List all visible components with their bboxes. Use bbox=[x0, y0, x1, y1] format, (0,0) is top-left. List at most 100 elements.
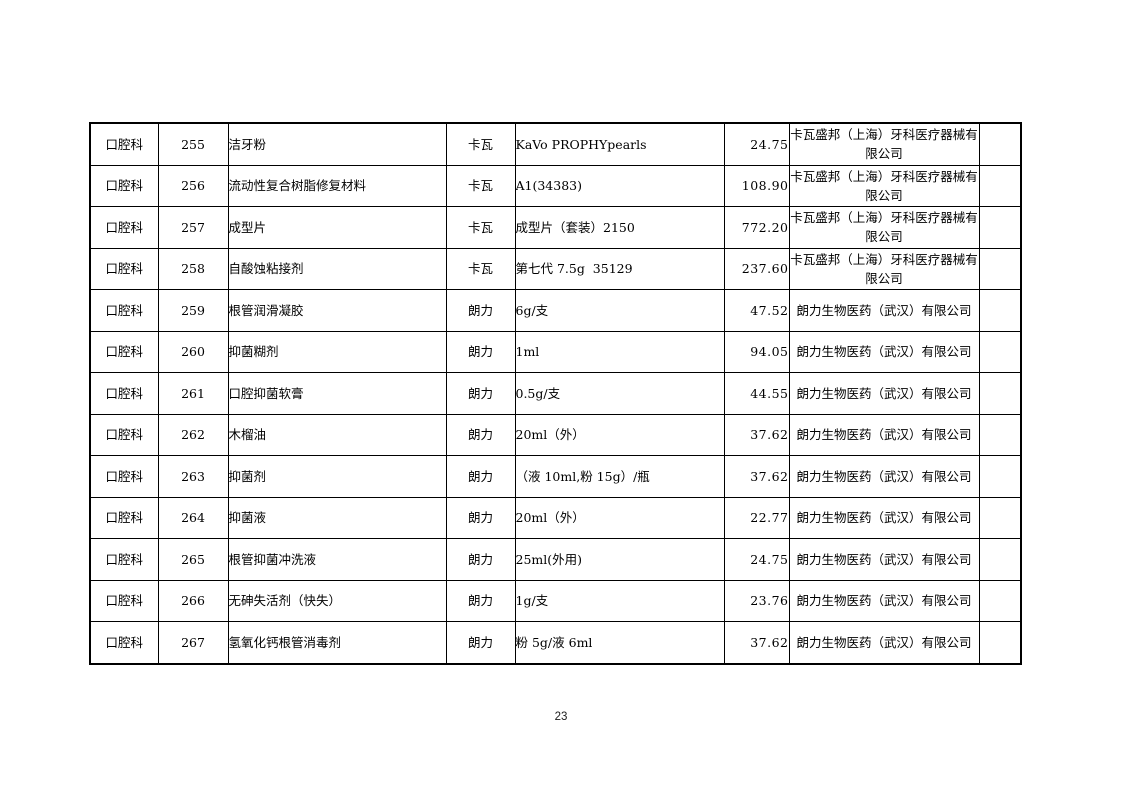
cell-company: 卡瓦盛邦（上海）牙科医疗器械有限公司 bbox=[788, 164, 980, 207]
cell-spec: 1g/支 bbox=[514, 579, 725, 622]
cell-company: 朗力生物医药（武汉）有限公司 bbox=[788, 372, 980, 415]
cell-price: 37.62 bbox=[723, 621, 790, 664]
cell-price: 44.55 bbox=[723, 372, 790, 415]
cell-index: 257 bbox=[157, 206, 229, 249]
cell-price: 237.60 bbox=[723, 247, 790, 290]
cell-company: 朗力生物医药（武汉）有限公司 bbox=[788, 579, 980, 622]
cell-department: 口腔科 bbox=[89, 413, 159, 456]
cell-empty bbox=[978, 206, 1022, 249]
cell-product-name: 根管润滑凝胶 bbox=[227, 289, 447, 332]
cell-price: 772.20 bbox=[723, 206, 790, 249]
cell-empty bbox=[978, 122, 1022, 166]
table-row: 口腔科 261 口腔抑菌软膏 朗力 0.5g/支 44.55 朗力生物医药（武汉… bbox=[89, 372, 1022, 415]
cell-department: 口腔科 bbox=[89, 372, 159, 415]
cell-empty bbox=[978, 164, 1022, 207]
table-row: 口腔科 264 抑菌液 朗力 20ml（外） 22.77 朗力生物医药（武汉）有… bbox=[89, 496, 1022, 539]
cell-spec: 25ml(外用) bbox=[514, 538, 725, 581]
cell-product-name: 抑菌液 bbox=[227, 496, 447, 539]
cell-product-name: 流动性复合树脂修复材料 bbox=[227, 164, 447, 207]
cell-brand: 朗力 bbox=[445, 621, 516, 664]
cell-company: 朗力生物医药（武汉）有限公司 bbox=[788, 455, 980, 498]
cell-price: 24.75 bbox=[723, 122, 790, 166]
cell-brand: 朗力 bbox=[445, 579, 516, 622]
cell-index: 255 bbox=[157, 122, 229, 166]
cell-brand: 朗力 bbox=[445, 330, 516, 373]
cell-price: 37.62 bbox=[723, 455, 790, 498]
cell-empty bbox=[978, 372, 1022, 415]
cell-index: 265 bbox=[157, 538, 229, 581]
cell-price: 22.77 bbox=[723, 496, 790, 539]
cell-department: 口腔科 bbox=[89, 206, 159, 249]
cell-product-name: 洁牙粉 bbox=[227, 122, 447, 166]
cell-price: 108.90 bbox=[723, 164, 790, 207]
cell-empty bbox=[978, 496, 1022, 539]
cell-company: 卡瓦盛邦（上海）牙科医疗器械有限公司 bbox=[788, 206, 980, 249]
cell-index: 267 bbox=[157, 621, 229, 664]
cell-company: 朗力生物医药（武汉）有限公司 bbox=[788, 621, 980, 664]
cell-company: 朗力生物医药（武汉）有限公司 bbox=[788, 496, 980, 539]
cell-empty bbox=[978, 330, 1022, 373]
cell-product-name: 无砷失活剂（快失） bbox=[227, 579, 447, 622]
cell-price: 47.52 bbox=[723, 289, 790, 332]
table-row: 口腔科 256 流动性复合树脂修复材料 卡瓦 A1(34383) 108.90 … bbox=[89, 164, 1022, 207]
cell-empty bbox=[978, 247, 1022, 290]
table-row: 口腔科 260 抑菌糊剂 朗力 1ml 94.05 朗力生物医药（武汉）有限公司 bbox=[89, 330, 1022, 373]
cell-product-name: 口腔抑菌软膏 bbox=[227, 372, 447, 415]
page-number: 23 bbox=[554, 711, 568, 723]
cell-index: 260 bbox=[157, 330, 229, 373]
cell-empty bbox=[978, 621, 1022, 664]
price-table: 口腔科 255 洁牙粉 卡瓦 KaVo PROPHYpearls 24.75 卡… bbox=[89, 122, 1022, 665]
cell-brand: 朗力 bbox=[445, 289, 516, 332]
cell-index: 263 bbox=[157, 455, 229, 498]
cell-department: 口腔科 bbox=[89, 621, 159, 664]
cell-product-name: 氢氧化钙根管消毒剂 bbox=[227, 621, 447, 664]
cell-department: 口腔科 bbox=[89, 289, 159, 332]
cell-company: 朗力生物医药（武汉）有限公司 bbox=[788, 413, 980, 456]
table-row: 口腔科 262 木榴油 朗力 20ml（外） 37.62 朗力生物医药（武汉）有… bbox=[89, 413, 1022, 456]
cell-department: 口腔科 bbox=[89, 122, 159, 166]
cell-index: 258 bbox=[157, 247, 229, 290]
cell-brand: 朗力 bbox=[445, 413, 516, 456]
table-row: 口腔科 266 无砷失活剂（快失） 朗力 1g/支 23.76 朗力生物医药（武… bbox=[89, 579, 1022, 622]
cell-index: 264 bbox=[157, 496, 229, 539]
table-row: 口腔科 257 成型片 卡瓦 成型片（套装）2150 772.20 卡瓦盛邦（上… bbox=[89, 206, 1022, 249]
cell-spec: 1ml bbox=[514, 330, 725, 373]
cell-company: 卡瓦盛邦（上海）牙科医疗器械有限公司 bbox=[788, 247, 980, 290]
cell-product-name: 自酸蚀粘接剂 bbox=[227, 247, 447, 290]
cell-spec: （液 10ml,粉 15g）/瓶 bbox=[514, 455, 725, 498]
cell-product-name: 成型片 bbox=[227, 206, 447, 249]
cell-price: 23.76 bbox=[723, 579, 790, 622]
table-row: 口腔科 259 根管润滑凝胶 朗力 6g/支 47.52 朗力生物医药（武汉）有… bbox=[89, 289, 1022, 332]
cell-brand: 朗力 bbox=[445, 372, 516, 415]
cell-index: 262 bbox=[157, 413, 229, 456]
cell-price: 94.05 bbox=[723, 330, 790, 373]
cell-spec: 0.5g/支 bbox=[514, 372, 725, 415]
cell-department: 口腔科 bbox=[89, 496, 159, 539]
cell-empty bbox=[978, 413, 1022, 456]
cell-company: 朗力生物医药（武汉）有限公司 bbox=[788, 289, 980, 332]
cell-index: 259 bbox=[157, 289, 229, 332]
cell-spec: 第七代 7.5g 35129 bbox=[514, 247, 725, 290]
cell-spec: 6g/支 bbox=[514, 289, 725, 332]
cell-index: 266 bbox=[157, 579, 229, 622]
cell-brand: 卡瓦 bbox=[445, 122, 516, 166]
cell-brand: 卡瓦 bbox=[445, 247, 516, 290]
cell-product-name: 抑菌剂 bbox=[227, 455, 447, 498]
cell-department: 口腔科 bbox=[89, 455, 159, 498]
cell-brand: 朗力 bbox=[445, 496, 516, 539]
cell-brand: 朗力 bbox=[445, 538, 516, 581]
cell-department: 口腔科 bbox=[89, 538, 159, 581]
cell-price: 24.75 bbox=[723, 538, 790, 581]
cell-product-name: 木榴油 bbox=[227, 413, 447, 456]
cell-department: 口腔科 bbox=[89, 247, 159, 290]
cell-company: 朗力生物医药（武汉）有限公司 bbox=[788, 538, 980, 581]
cell-index: 261 bbox=[157, 372, 229, 415]
cell-department: 口腔科 bbox=[89, 164, 159, 207]
cell-product-name: 抑菌糊剂 bbox=[227, 330, 447, 373]
cell-empty bbox=[978, 455, 1022, 498]
cell-product-name: 根管抑菌冲洗液 bbox=[227, 538, 447, 581]
cell-spec: 成型片（套装）2150 bbox=[514, 206, 725, 249]
cell-spec: 20ml（外） bbox=[514, 413, 725, 456]
cell-price: 37.62 bbox=[723, 413, 790, 456]
